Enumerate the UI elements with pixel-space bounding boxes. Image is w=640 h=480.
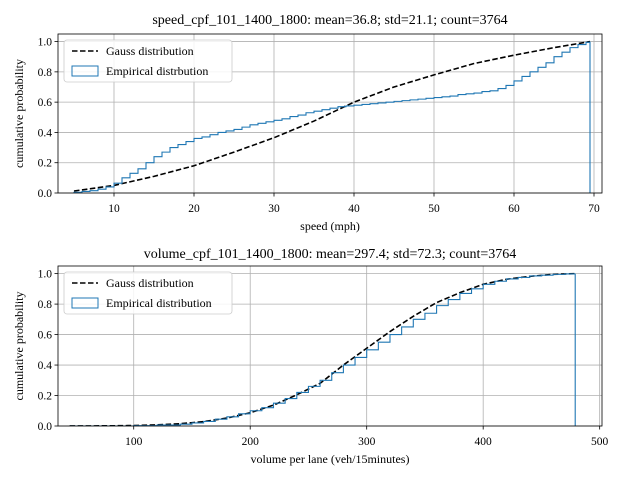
plot-area [69, 272, 576, 426]
legend-entry-label: Gauss distribution [106, 44, 194, 58]
x-tick-label: 300 [358, 436, 376, 448]
x-axis-label: speed (mph) [300, 219, 360, 233]
plot-area [73, 40, 591, 193]
axes-frame [57, 265, 603, 427]
x-tick-label: 40 [348, 203, 360, 215]
legend-entry-label: Empirical distrbution [106, 64, 208, 78]
x-tick-label: 400 [475, 436, 493, 448]
x-tick-label: 60 [508, 203, 520, 215]
legend: Gauss distribution Empirical distrbution [63, 39, 233, 83]
y-tick-label: 0.2 [38, 158, 53, 170]
chart-panel-2: 100 200 300 400 500 0.0 0.2 0.4 0.6 0.8 1.0 volume_… [12, 247, 609, 466]
empirical-step-line [73, 41, 591, 193]
y-tick-label: 0.0 [38, 188, 53, 200]
x-tick-label: 10 [108, 203, 120, 215]
y-tick-label: 0.6 [38, 330, 53, 342]
empirical-step-line [69, 273, 576, 426]
x-tick-label: 20 [188, 203, 200, 215]
y-tick-label: 0.4 [38, 127, 53, 139]
gauss-dashed-line [73, 40, 591, 192]
y-tick-label: 0.0 [38, 421, 53, 433]
legend-entry-label: Gauss distribution [106, 276, 194, 290]
y-tick-label: 0.8 [38, 299, 53, 311]
y-tick-label: 0.6 [38, 97, 53, 109]
y-axis-label: cumulative probability [12, 292, 26, 401]
legend-swatch-empirical [71, 297, 99, 309]
axes-frame [57, 33, 603, 194]
x-axis-label: volume per lane (veh/15minutes) [251, 452, 410, 466]
y-tick-label: 0.8 [38, 67, 53, 79]
legend-entry-label: Empirical distribution [106, 296, 212, 310]
chart-panel-1: 10 20 30 40 50 60 70 0.0 0.2 0.4 0.6 0.8 1.0 speed_cp… [12, 13, 603, 233]
x-tick-label: 100 [125, 436, 143, 448]
x-tick-label: 50 [428, 203, 440, 215]
legend: Gauss distribution Empirical distribution [63, 271, 233, 315]
chart-title: speed_cpf_101_1400_1800: mean=36.8; std=… [152, 13, 507, 28]
x-tick-label: 70 [588, 203, 600, 215]
y-tick-label: 1.0 [38, 37, 53, 49]
x-tick-label: 500 [591, 436, 609, 448]
legend-box [63, 39, 233, 83]
legend-swatch-empirical [71, 65, 99, 77]
y-tick-label: 0.2 [38, 391, 53, 403]
x-tick-label: 200 [242, 436, 260, 448]
y-axis-label: cumulative probability [12, 59, 26, 168]
legend-box [63, 271, 233, 315]
x-tick-label: 30 [268, 203, 280, 215]
y-tick-label: 1.0 [38, 269, 53, 281]
y-tick-label: 0.4 [38, 360, 53, 372]
chart-title: volume_cpf_101_1400_1800: mean=297.4; st… [144, 247, 516, 262]
